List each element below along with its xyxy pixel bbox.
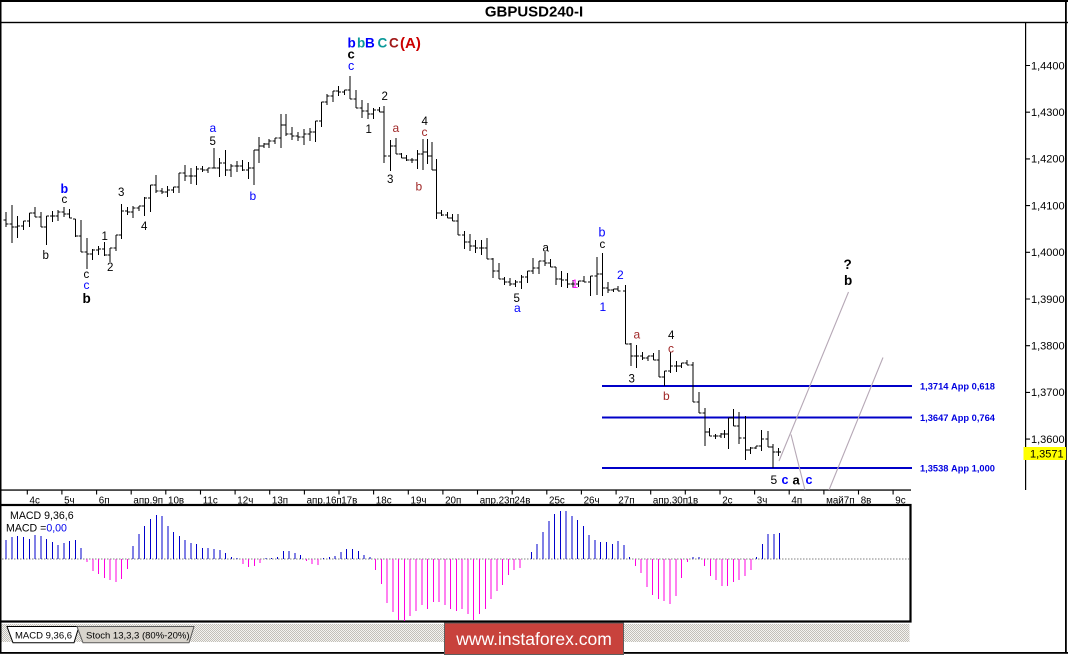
svg-text:1,3714 Арр 0,618: 1,3714 Арр 0,618 xyxy=(920,382,995,392)
svg-text:GBPUSD240-I: GBPUSD240-I xyxy=(485,4,583,21)
svg-text:c: c xyxy=(668,342,674,356)
svg-text:1,3647 Арр 0,764: 1,3647 Арр 0,764 xyxy=(920,413,996,423)
svg-text:8в: 8в xyxy=(861,496,872,507)
svg-text:26ч: 26ч xyxy=(584,496,600,507)
svg-text:a: a xyxy=(793,473,801,488)
svg-text:3: 3 xyxy=(629,374,635,386)
svg-text:1,4400: 1,4400 xyxy=(1031,60,1065,72)
svg-text:Stoch 13,3,3 (80%-20%): Stoch 13,3,3 (80%-20%) xyxy=(86,631,190,642)
svg-text:5: 5 xyxy=(771,473,778,487)
svg-text:9с: 9с xyxy=(895,496,905,507)
svg-text:апр.9п: апр.9п xyxy=(133,496,163,507)
svg-text:13п: 13п xyxy=(272,496,288,507)
svg-text:c: c xyxy=(806,473,813,487)
svg-text:C: C xyxy=(378,36,388,51)
svg-text:2: 2 xyxy=(617,268,624,282)
svg-text:c: c xyxy=(422,125,428,139)
svg-text:a: a xyxy=(634,328,641,342)
svg-text:2: 2 xyxy=(107,262,113,274)
svg-text:c: c xyxy=(84,278,90,292)
svg-text:апр.23п: апр.23п xyxy=(480,496,515,507)
svg-text:5ч: 5ч xyxy=(64,496,75,507)
svg-text:25с: 25с xyxy=(549,496,565,507)
svg-text:b: b xyxy=(599,226,606,240)
svg-text:4п: 4п xyxy=(791,496,802,507)
svg-text:b: b xyxy=(663,389,670,403)
svg-text:B: B xyxy=(365,36,375,51)
svg-text:1: 1 xyxy=(600,300,607,314)
svg-text:6п: 6п xyxy=(99,496,110,507)
svg-text:4с: 4с xyxy=(30,496,40,507)
svg-text:3: 3 xyxy=(118,187,124,199)
svg-text:MACD 9,36,6: MACD 9,36,6 xyxy=(10,510,74,522)
svg-text:MACD 9,36,6: MACD 9,36,6 xyxy=(15,631,72,642)
svg-text:5: 5 xyxy=(210,136,216,148)
svg-text:b: b xyxy=(43,250,49,262)
svg-text:b: b xyxy=(61,182,69,196)
svg-text:a: a xyxy=(514,301,521,315)
svg-text:1,3800: 1,3800 xyxy=(1031,341,1065,353)
svg-text:1,3900: 1,3900 xyxy=(1031,294,1065,306)
svg-text:1в: 1в xyxy=(688,496,699,507)
svg-text:20п: 20п xyxy=(445,496,461,507)
svg-text:5: 5 xyxy=(514,293,520,305)
svg-text:4: 4 xyxy=(668,330,675,342)
svg-text:c: c xyxy=(348,47,355,62)
svg-text:1: 1 xyxy=(366,124,372,136)
svg-text:1,4200: 1,4200 xyxy=(1031,154,1065,166)
svg-text:c: c xyxy=(62,194,68,206)
svg-text:c: c xyxy=(348,59,354,73)
svg-text:17в: 17в xyxy=(341,496,357,507)
svg-text:27п: 27п xyxy=(618,496,634,507)
svg-text:апр.30п: апр.30п xyxy=(653,496,688,507)
svg-text:апр.16п: апр.16п xyxy=(307,496,342,507)
svg-text:(A): (A) xyxy=(400,35,421,52)
svg-text:11с: 11с xyxy=(203,496,218,507)
svg-text:a: a xyxy=(210,121,217,135)
svg-text:c: c xyxy=(782,473,789,487)
svg-text:1,3600: 1,3600 xyxy=(1031,434,1065,446)
svg-text:19ч: 19ч xyxy=(411,496,427,507)
svg-text:b: b xyxy=(348,36,356,51)
svg-text:4: 4 xyxy=(141,221,148,233)
svg-text:b: b xyxy=(83,291,91,306)
svg-text:1,4300: 1,4300 xyxy=(1031,107,1065,119)
svg-text:4: 4 xyxy=(422,116,429,128)
svg-text:1,3700: 1,3700 xyxy=(1031,387,1065,399)
svg-text:1,4000: 1,4000 xyxy=(1031,247,1065,259)
svg-text:3ч: 3ч xyxy=(757,496,768,507)
svg-text:b: b xyxy=(357,36,365,51)
svg-text:май7п: май7п xyxy=(826,496,854,507)
svg-text:b: b xyxy=(844,273,852,288)
svg-text:2с: 2с xyxy=(722,496,732,507)
svg-text:1: 1 xyxy=(102,231,108,243)
svg-text:C: C xyxy=(389,36,399,51)
svg-text:24в: 24в xyxy=(514,496,530,507)
svg-text:2: 2 xyxy=(382,91,388,103)
svg-text:1: 1 xyxy=(572,277,579,291)
svg-text:12ч: 12ч xyxy=(237,496,253,507)
svg-text:1,3538 Арр 1,000: 1,3538 Арр 1,000 xyxy=(920,464,995,474)
svg-text:10в: 10в xyxy=(168,496,184,507)
svg-text:b: b xyxy=(250,189,257,203)
svg-text:c: c xyxy=(600,239,606,251)
svg-text:3: 3 xyxy=(387,174,393,186)
svg-text:a: a xyxy=(393,121,400,135)
svg-text:1,3571: 1,3571 xyxy=(1030,448,1064,460)
svg-text:1,4100: 1,4100 xyxy=(1031,200,1065,212)
svg-text:?: ? xyxy=(844,257,852,272)
svg-text:b: b xyxy=(416,180,423,194)
svg-text:a: a xyxy=(543,243,550,255)
svg-text:www.instaforex.com: www.instaforex.com xyxy=(455,629,612,649)
svg-text:18с: 18с xyxy=(376,496,392,507)
svg-text:c: c xyxy=(84,269,90,281)
svg-text:MACD =0,00: MACD =0,00 xyxy=(6,523,67,535)
